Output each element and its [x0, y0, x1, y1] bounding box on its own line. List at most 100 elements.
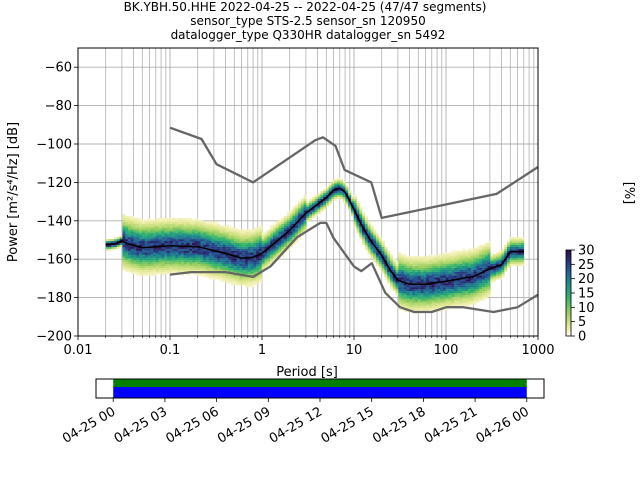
heatmap-cell	[426, 292, 430, 295]
heatmap-cell	[242, 275, 246, 278]
heatmap-cell	[456, 292, 460, 295]
heatmap-cell	[434, 308, 438, 311]
heatmap-cell	[415, 296, 419, 299]
heatmap-cell	[289, 214, 293, 217]
heatmap-cell	[158, 254, 162, 257]
heatmap-cell	[194, 219, 198, 222]
heatmap-cell	[133, 225, 137, 228]
heatmap-cell	[161, 265, 165, 269]
heatmap-cell	[409, 302, 413, 305]
heatmap-cell	[331, 196, 335, 199]
heatmap-cell	[417, 262, 421, 265]
heatmap-cell	[426, 306, 430, 309]
heatmap-cell	[211, 231, 215, 234]
heatmap-cell	[378, 260, 382, 263]
heatmap-cell	[150, 231, 154, 234]
heatmap-cell	[389, 265, 394, 269]
heatmap-cell	[164, 233, 168, 236]
heatmap-cell	[189, 219, 193, 222]
heatmap-cell	[125, 262, 129, 265]
heatmap-cell	[314, 208, 318, 211]
heatmap-cell	[161, 254, 165, 257]
heatmap-cell	[498, 265, 502, 269]
heatmap-cell	[245, 264, 249, 267]
heatmap-cell	[328, 198, 332, 201]
heatmap-cell	[147, 252, 151, 255]
heatmap-cell	[292, 221, 296, 224]
heatmap-cell	[423, 273, 427, 276]
heatmap-cell	[169, 235, 173, 238]
heatmap-cell	[434, 300, 438, 303]
heatmap-cell	[406, 265, 410, 269]
heatmap-cell	[186, 227, 190, 230]
heatmap-cell	[197, 269, 201, 272]
heatmap-cell	[415, 275, 419, 278]
heatmap-cell	[445, 275, 449, 278]
heatmap-cell	[342, 192, 346, 196]
heatmap-cell	[515, 244, 519, 247]
heatmap-cell	[406, 256, 410, 259]
heatmap-cell	[158, 260, 162, 263]
heatmap-cell	[479, 290, 483, 293]
heatmap-cell	[292, 208, 296, 211]
heatmap-cell	[445, 304, 449, 307]
heatmap-cell	[295, 219, 299, 222]
heatmap-cell	[356, 221, 360, 224]
heatmap-cell	[228, 231, 232, 234]
heatmap-cell	[144, 269, 148, 272]
heatmap-cell	[211, 244, 215, 247]
heatmap-cell	[462, 248, 466, 251]
heatmap-cell	[236, 242, 240, 245]
heatmap-cell	[392, 287, 396, 290]
x-tick-label: 100	[434, 343, 459, 358]
heatmap-cell	[189, 256, 193, 259]
heatmap-cell	[479, 262, 483, 265]
heatmap-cell	[359, 216, 363, 219]
heatmap-cell	[153, 227, 157, 230]
heatmap-cell	[300, 231, 304, 234]
heatmap-cell	[465, 298, 469, 301]
heatmap-cell	[454, 273, 458, 276]
heatmap-cell	[178, 260, 182, 263]
heatmap-cell	[470, 277, 474, 280]
heatmap-cell	[200, 252, 204, 255]
heatmap-cell	[250, 273, 254, 276]
heatmap-cell	[440, 287, 444, 290]
heatmap-cell	[219, 231, 224, 234]
heatmap-cell	[167, 221, 171, 224]
heatmap-cell	[139, 248, 143, 251]
heatmap-cell	[493, 279, 497, 282]
heatmap-cell	[130, 216, 134, 219]
heatmap-cell	[206, 262, 210, 265]
heatmap-cell	[261, 233, 265, 236]
heatmap-cell	[292, 233, 296, 236]
heatmap-cell	[412, 285, 416, 288]
heatmap-cell	[203, 267, 207, 270]
heatmap-cell	[167, 252, 171, 255]
heatmap-cell	[473, 296, 477, 299]
heatmap-cell	[409, 269, 413, 272]
heatmap-cell	[239, 246, 243, 249]
heatmap-cell	[231, 229, 235, 232]
heatmap-cell	[169, 262, 173, 265]
heatmap-cell	[454, 304, 458, 307]
heatmap-cell	[155, 229, 159, 232]
heatmap-cell	[258, 250, 263, 253]
heatmap-cell	[437, 306, 441, 309]
heatmap-cell	[295, 223, 299, 226]
heatmap-cell	[194, 252, 198, 255]
heatmap-cell	[468, 250, 472, 253]
heatmap-cell	[412, 287, 416, 290]
heatmap-cell	[442, 300, 447, 303]
heatmap-cell	[456, 283, 460, 286]
colorbar-cell	[566, 316, 571, 320]
heatmap-cell	[147, 269, 151, 272]
heatmap-cell	[153, 231, 157, 234]
heatmap-cell	[356, 210, 360, 213]
heatmap-cell	[253, 227, 257, 230]
heatmap-cell	[247, 237, 251, 240]
heatmap-cell	[231, 275, 235, 278]
heatmap-cell	[403, 267, 407, 270]
heatmap-cell	[423, 292, 427, 295]
heatmap-cell	[127, 269, 132, 272]
